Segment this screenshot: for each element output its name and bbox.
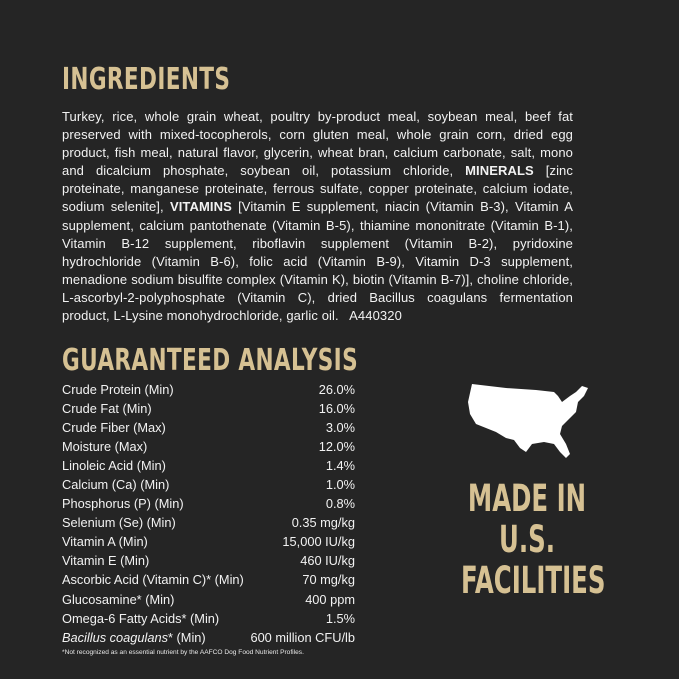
badge-line: MADE IN: [467, 477, 587, 520]
nutrient-label: Ascorbic Acid (Vitamin C)* (Min): [62, 572, 244, 588]
analysis-row: Phosphorus (P) (Min) 0.8%: [62, 494, 355, 513]
ingredients-part: [Vitamin E supplement, niacin (Vitamin B…: [62, 199, 573, 324]
analysis-row: Selenium (Se) (Min) 0.35 mg/kg: [62, 513, 355, 532]
nutrient-label: Moisture (Max): [62, 439, 148, 455]
analysis-row: Omega-6 Fatty Acids* (Min) 1.5%: [62, 609, 355, 628]
ingredients-part: Turkey, rice, whole grain wheat, poultry…: [62, 109, 573, 179]
nutrient-value: 15,000 IU/kg: [282, 534, 355, 550]
nutrient-value: 26.0%: [318, 382, 355, 397]
analysis-row: Moisture (Max) 12.0%: [62, 437, 355, 456]
nutrient-label: Crude Protein (Min): [62, 382, 174, 397]
nutrient-label: Bacillus coagulans* (Min): [62, 628, 206, 647]
analysis-row: Crude Protein (Min) 26.0%: [62, 380, 355, 399]
nutrient-label-italic: Bacillus coagulans: [62, 629, 168, 645]
analysis-row: Crude Fiber (Max) 3.0%: [62, 418, 355, 437]
nutrient-value: 1.0%: [325, 477, 355, 493]
nutrient-label: Vitamin A (Min): [62, 534, 148, 550]
nutrient-value: 16.0%: [318, 401, 355, 417]
nutrient-value: 1.5%: [325, 610, 355, 626]
made-in-us-badge: MADE IN U.S. FACILITIES: [427, 478, 627, 601]
analysis-row: Linoleic Acid (Min) 1.4%: [62, 456, 355, 475]
badge-line: U.S.: [499, 518, 555, 561]
nutrient-label: Crude Fat (Min): [62, 401, 152, 417]
ingredients-part: [zinc proteinate, manganese proteinate, …: [62, 163, 573, 215]
analysis-row: Vitamin E (Min) 460 IU/kg: [62, 551, 355, 570]
footnote: *Not recognized as an essential nutrient…: [62, 649, 304, 656]
nutrient-label: Phosphorus (P) (Min): [62, 496, 184, 512]
minerals-label: MINERALS: [465, 163, 534, 179]
guaranteed-analysis-title: GUARANTEED ANALYSIS: [62, 343, 358, 378]
ingredients-text: Turkey, rice, whole grain wheat, poultry…: [62, 108, 573, 325]
nutrient-value: 70 mg/kg: [302, 572, 355, 588]
nutrient-label: Vitamin E (Min): [62, 553, 150, 569]
nutrient-label: Glucosamine* (Min): [62, 591, 175, 607]
nutrient-value: 0.35 mg/kg: [291, 515, 355, 531]
nutrient-label: Linoleic Acid (Min): [62, 458, 166, 474]
analysis-row: Vitamin A (Min) 15,000 IU/kg: [62, 532, 355, 551]
analysis-row: Ascorbic Acid (Vitamin C)* (Min) 70 mg/kg: [62, 570, 355, 589]
nutrient-value: 400 ppm: [305, 591, 355, 607]
analysis-row: Glucosamine* (Min) 400 ppm: [62, 590, 355, 609]
analysis-row: Crude Fat (Min) 16.0%: [62, 399, 355, 418]
nutrient-value: 3.0%: [325, 420, 355, 436]
nutrient-label: Calcium (Ca) (Min): [62, 477, 170, 493]
analysis-table: Crude Protein (Min) 26.0% Crude Fat (Min) 1…: [62, 380, 355, 647]
badge-line: FACILITIES: [461, 559, 606, 602]
usa-map-icon: [468, 384, 588, 458]
nutrient-label: Omega-6 Fatty Acids* (Min): [62, 610, 220, 626]
nutrient-value: 0.8%: [325, 496, 355, 512]
analysis-row: Bacillus coagulans* (Min) 600 million CFU…: [62, 628, 355, 647]
nutrient-value: 600 million CFU/lb: [250, 629, 355, 645]
ingredients-title: INGREDIENTS: [62, 62, 231, 97]
nutrient-label-rest: * (Min): [168, 629, 206, 645]
nutrient-label: Selenium (Se) (Min): [62, 515, 176, 531]
nutrient-value: 460 IU/kg: [300, 553, 355, 569]
analysis-row: Calcium (Ca) (Min) 1.0%: [62, 475, 355, 494]
vitamins-label: VITAMINS: [169, 199, 232, 215]
nutrient-value: 1.4%: [325, 458, 355, 474]
nutrient-label: Crude Fiber (Max): [62, 420, 166, 436]
nutrient-value: 12.0%: [318, 439, 355, 455]
